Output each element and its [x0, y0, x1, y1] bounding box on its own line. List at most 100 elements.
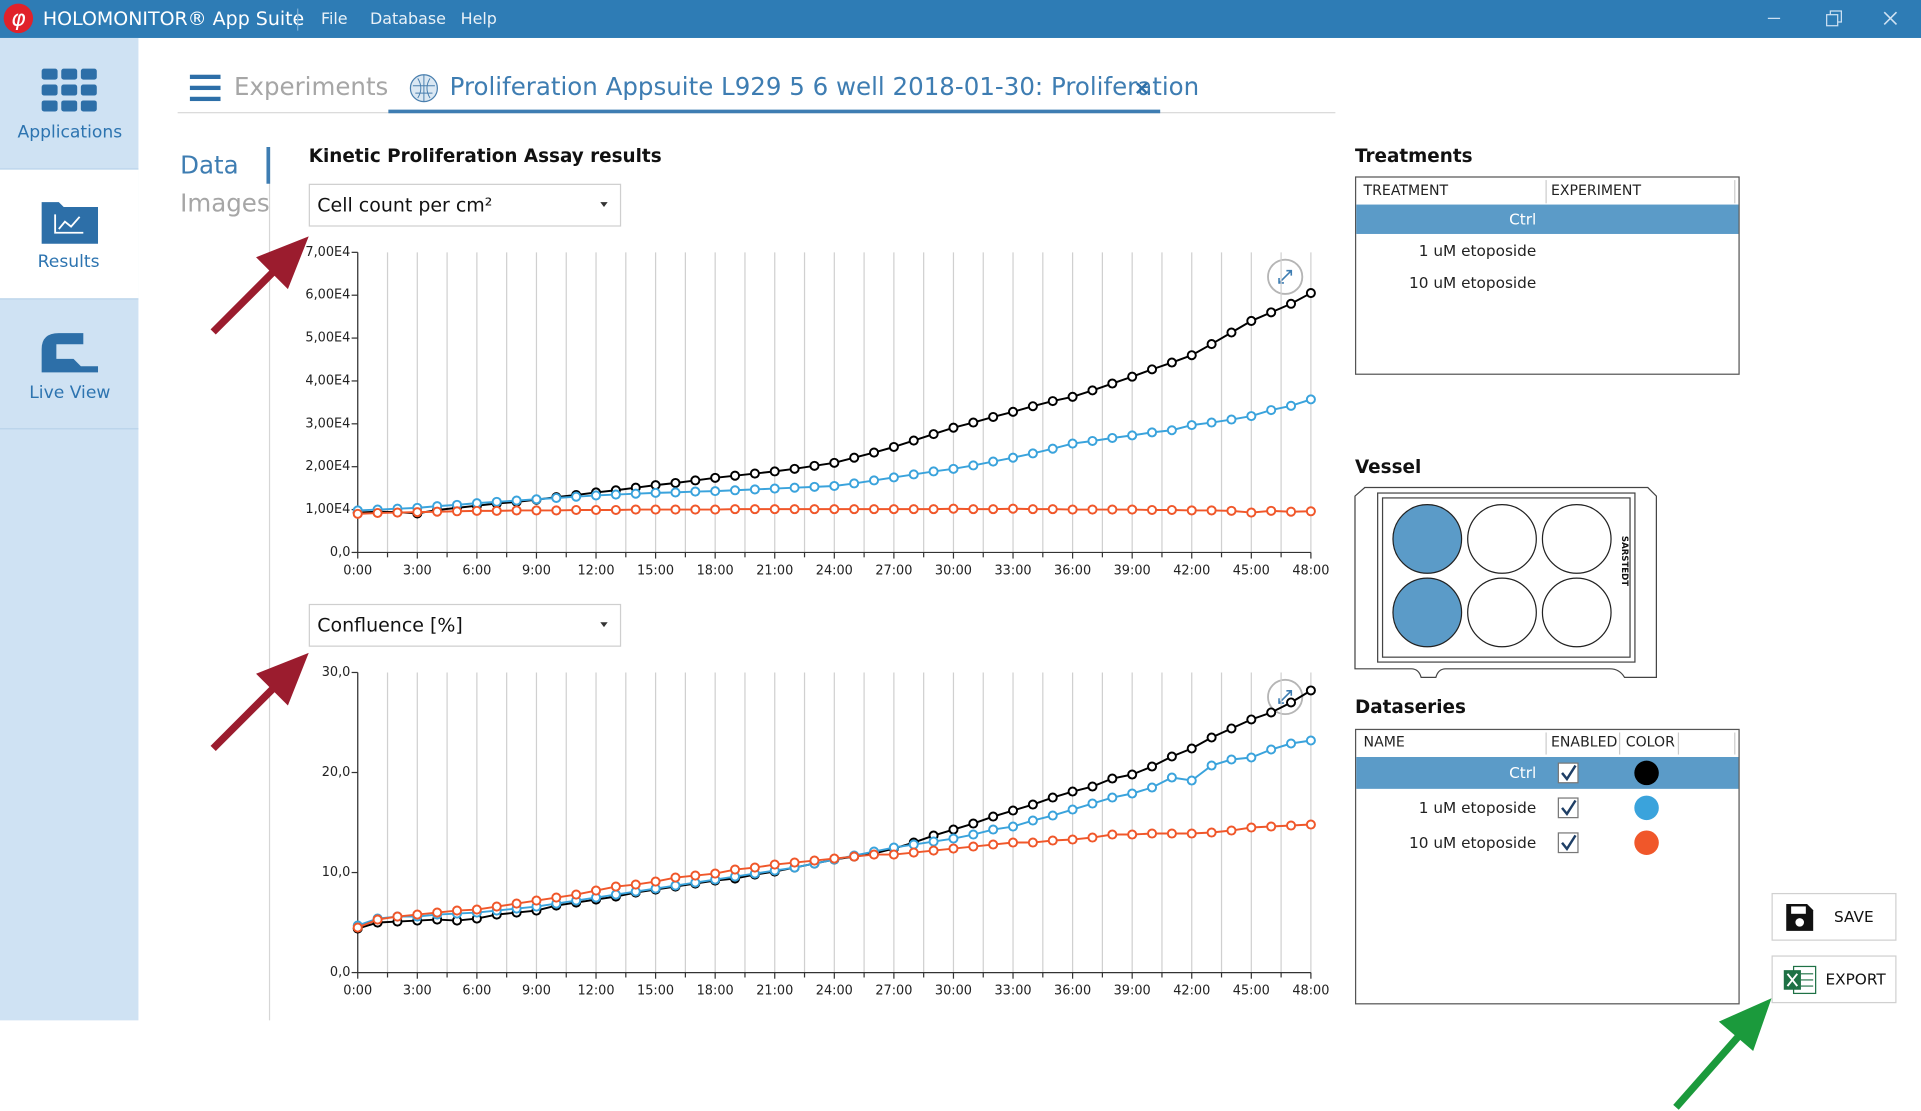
data-point	[1087, 832, 1098, 843]
y-tick-label: 4,00E4	[305, 373, 350, 388]
menu-icon[interactable]	[189, 74, 221, 102]
checkmark[interactable]	[1561, 834, 1577, 851]
button-label[interactable]: EXPORT	[1825, 970, 1886, 988]
series-name[interactable]: 10 uM etoposide	[1409, 834, 1536, 852]
metric-selector[interactable]: Cell count per cm²	[317, 194, 492, 216]
column-header[interactable]: NAME	[1364, 734, 1405, 750]
y-tick-label: 10,0	[322, 865, 351, 880]
subnav-data[interactable]: Data	[180, 151, 239, 180]
menu-item[interactable]: Database	[370, 9, 446, 28]
sidebar-label[interactable]: Applications	[17, 122, 122, 142]
row-selected	[1356, 756, 1739, 789]
menu-item[interactable]: Help	[461, 9, 497, 28]
data-point	[829, 457, 840, 468]
tab-experiments[interactable]: Experiments	[234, 72, 388, 101]
data-point	[1226, 327, 1237, 338]
x-tick-label: 0:00	[343, 563, 372, 578]
data-point	[452, 506, 463, 517]
applications-icon[interactable]	[41, 68, 97, 112]
x-tick-label: 12:00	[577, 983, 614, 998]
data-point	[1226, 825, 1237, 836]
button-label[interactable]: SAVE	[1834, 908, 1874, 926]
tab-active[interactable]: Proliferation Appsuite L929 5 6 well 201…	[450, 72, 1200, 101]
data-point	[769, 504, 780, 515]
data-point	[1246, 714, 1257, 725]
treatment-name[interactable]: 1 uM etoposide	[1419, 242, 1537, 260]
x-tick-label: 36:00	[1054, 563, 1091, 578]
data-point	[888, 441, 899, 452]
data-point	[690, 486, 701, 497]
expand-button[interactable]	[1267, 258, 1304, 295]
dropdown[interactable]	[308, 603, 622, 647]
sidebar-label[interactable]: Live View	[29, 383, 110, 403]
series-color[interactable]	[1634, 795, 1659, 821]
data-point	[749, 504, 760, 515]
series-color[interactable]	[1634, 760, 1659, 786]
data-point	[392, 507, 403, 518]
metric-selector[interactable]: Confluence [%]	[317, 614, 463, 636]
data-point	[1266, 307, 1277, 318]
data-point	[610, 881, 621, 892]
data-point	[650, 876, 661, 887]
x-tick-label: 39:00	[1114, 983, 1151, 998]
dropdown[interactable]	[308, 183, 622, 227]
series-name[interactable]: Ctrl	[1509, 764, 1536, 782]
data-point	[1246, 411, 1257, 422]
data-point	[948, 833, 959, 844]
column-header[interactable]: EXPERIMENT	[1551, 183, 1641, 199]
dropdown-arrow[interactable]	[600, 622, 608, 628]
data-point	[471, 505, 482, 516]
chart: Confluence [%] 0:00 3:00 6:00 9:00 12:00 15:00…	[317, 614, 1329, 998]
data-point	[1027, 448, 1038, 459]
save-icon[interactable]	[1786, 903, 1814, 931]
subnav-images[interactable]: Images	[180, 189, 270, 218]
data-point	[809, 855, 820, 866]
data-point	[1286, 506, 1297, 517]
data-point	[1166, 772, 1177, 783]
treatment-name[interactable]: Ctrl	[1509, 210, 1536, 228]
column-header[interactable]: COLOR	[1626, 734, 1675, 750]
excel-icon[interactable]	[1783, 965, 1817, 995]
data-point	[749, 484, 760, 495]
x-tick-label: 39:00	[1114, 563, 1151, 578]
results-icon[interactable]	[41, 202, 99, 244]
treatment-name[interactable]: 10 uM etoposide	[1409, 274, 1536, 292]
data-point	[452, 905, 463, 916]
series-name[interactable]: 1 uM etoposide	[1419, 799, 1537, 817]
data-point	[869, 475, 880, 486]
close-button[interactable]	[1883, 11, 1898, 26]
logo-glyph: φ	[11, 7, 26, 32]
data-point	[1147, 782, 1158, 793]
data-point	[511, 898, 522, 909]
data-point	[551, 892, 562, 903]
x-tick-label: 6:00	[462, 983, 491, 998]
x-tick-label: 48:00	[1292, 563, 1329, 578]
dropdown-arrow[interactable]	[600, 202, 608, 208]
data-point	[1186, 828, 1197, 839]
x-tick-label: 30:00	[935, 983, 972, 998]
data-point	[1186, 775, 1197, 786]
tab-close[interactable]	[1136, 82, 1148, 94]
x-tick-label: 36:00	[1054, 983, 1091, 998]
restore-button[interactable]	[1826, 10, 1842, 27]
data-point	[1027, 799, 1038, 810]
data-point	[630, 504, 641, 515]
data-point	[1226, 414, 1237, 425]
data-point	[710, 868, 721, 879]
data-point	[908, 504, 919, 515]
series-color[interactable]	[1634, 830, 1659, 855]
column-header[interactable]: ENABLED	[1551, 734, 1617, 750]
checkmark[interactable]	[1561, 799, 1577, 817]
sidebar-label[interactable]: Results	[38, 252, 100, 272]
data-point	[1147, 364, 1158, 375]
data-point	[948, 843, 959, 854]
live-view-icon[interactable]	[41, 333, 99, 373]
data-point	[928, 429, 939, 440]
data-point	[432, 907, 443, 918]
data-point	[670, 487, 681, 498]
checkmark[interactable]	[1561, 764, 1577, 782]
column-header[interactable]: TREATMENT	[1363, 183, 1449, 199]
data-point	[789, 504, 800, 515]
annotation-arrow	[1673, 998, 1772, 1110]
menu-item[interactable]: File	[321, 9, 348, 28]
